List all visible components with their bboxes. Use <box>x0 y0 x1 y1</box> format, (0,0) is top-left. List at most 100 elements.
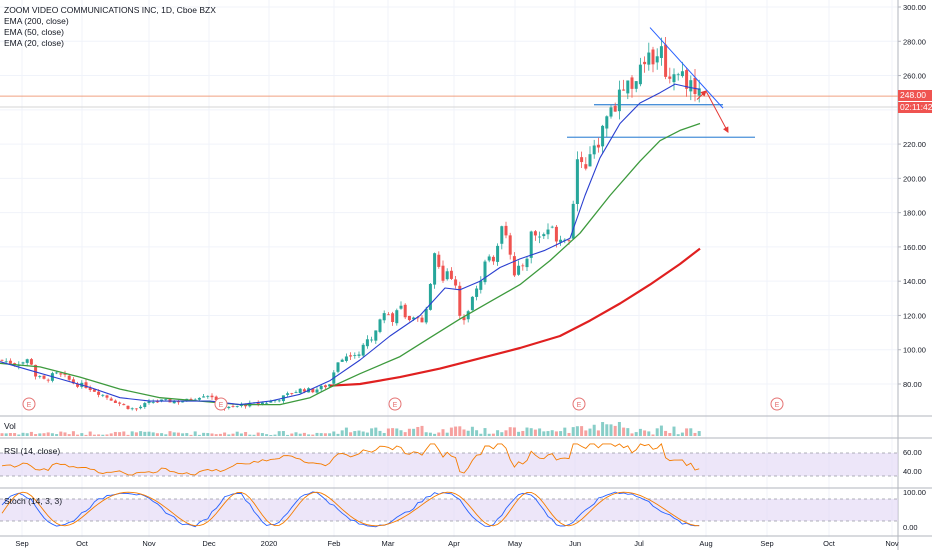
y-tick-label: 300.00 <box>903 3 926 12</box>
candle-body <box>290 393 294 394</box>
earnings-label: E <box>775 402 780 409</box>
y-tick-label: 280.00 <box>903 37 926 46</box>
candle-body <box>571 203 575 239</box>
symbol-title[interactable]: ZOOM VIDEO COMMUNICATIONS INC, 1D, Cboe … <box>4 5 216 15</box>
volume-bar <box>504 430 508 436</box>
stoch-pane-title[interactable]: Stoch (14, 3, 3) <box>4 496 63 506</box>
ema20-line <box>0 83 701 406</box>
volume-bar <box>399 430 403 436</box>
volume-bar <box>256 432 260 436</box>
volume-bar <box>290 433 294 436</box>
y-tick-label: 160.00 <box>903 243 926 252</box>
rsi-tick-label: 60.00 <box>903 448 922 457</box>
volume-bar <box>349 432 353 436</box>
candle-body <box>508 235 512 255</box>
legend-ema200[interactable]: EMA (200, close) <box>4 16 69 26</box>
candle-body <box>235 405 239 407</box>
volume-bar <box>617 421 621 436</box>
volume-bar <box>496 430 500 436</box>
volume-bar <box>181 433 185 436</box>
candle-body <box>697 88 701 96</box>
candle-body <box>676 74 680 76</box>
candle-body <box>361 344 365 356</box>
volume-bar <box>63 432 67 436</box>
y-tick-label: 260.00 <box>903 72 926 81</box>
annotations <box>649 27 729 133</box>
volume-bar <box>55 434 59 436</box>
x-tick-label: Jul <box>634 539 644 548</box>
ema-lines <box>0 83 701 406</box>
volume-pane-title[interactable]: Vol <box>4 421 16 431</box>
volume-bar <box>80 433 84 436</box>
volume-bar <box>500 432 504 436</box>
volume-bar <box>588 428 592 436</box>
volume-bar <box>638 428 642 436</box>
volume-bar <box>332 431 336 436</box>
candle-body <box>294 392 298 393</box>
volume-bar <box>164 434 168 436</box>
volume-bar <box>571 427 575 436</box>
rsi-pane-title[interactable]: RSI (14, close) <box>4 446 61 456</box>
candle-body <box>416 317 420 319</box>
price-axis[interactable]: 300.00280.00260.00240.00220.00200.00180.… <box>898 3 926 532</box>
volume-bar <box>185 433 189 436</box>
volume-bar <box>252 434 256 436</box>
volume-bar <box>265 434 269 436</box>
volume-bar <box>84 434 88 436</box>
candle-body <box>88 387 92 390</box>
candle-body <box>651 49 655 65</box>
volume-bar <box>407 428 411 436</box>
candle-body <box>374 330 378 341</box>
volume-bar <box>227 434 231 436</box>
volume-bar <box>361 431 365 436</box>
volume-bar <box>311 434 315 436</box>
support-lines <box>0 95 898 138</box>
volume-bar <box>113 431 117 436</box>
y-tick-label: 140.00 <box>903 277 926 286</box>
candle-body <box>504 225 508 236</box>
candle-body <box>693 77 697 94</box>
candle-body <box>454 279 458 286</box>
volume-bar <box>584 430 588 436</box>
volume-bar <box>487 433 491 436</box>
x-tick-label: Nov <box>142 539 156 548</box>
indicator-bands <box>0 452 898 522</box>
time-axis[interactable]: Sep Oct Nov Dec 2020 Feb Mar Apr May Jun Jul Aug Sep… <box>15 539 899 548</box>
volume-bar <box>424 432 428 436</box>
candle-body <box>130 408 134 410</box>
legend-ema20[interactable]: EMA (20, close) <box>4 38 64 48</box>
candle-body <box>601 125 605 147</box>
candle-body <box>143 403 147 407</box>
volume-bar <box>307 434 311 436</box>
candle-body <box>584 164 588 169</box>
volume-bar <box>4 433 8 436</box>
candle-body <box>475 288 479 297</box>
volume-bar <box>59 431 63 436</box>
candle-body <box>580 157 584 163</box>
volume-bar <box>244 431 248 436</box>
volume-bar <box>428 432 432 436</box>
ema200-line <box>329 247 701 387</box>
volume-bar <box>365 432 369 436</box>
volume-bar <box>0 433 4 436</box>
candle-body <box>470 296 474 311</box>
volume-bar <box>50 433 54 436</box>
candle-body <box>630 77 634 89</box>
volume-bar <box>344 427 348 436</box>
earnings-icon <box>388 397 402 411</box>
candle-body <box>55 372 59 374</box>
volume-bar <box>529 428 533 436</box>
volume-bar <box>575 426 579 436</box>
legend-ema50[interactable]: EMA (50, close) <box>4 27 64 37</box>
candle-body <box>181 401 185 403</box>
candle-body <box>550 226 554 228</box>
volume-bar <box>458 426 462 436</box>
volume-bar <box>542 431 546 436</box>
volume-bar <box>567 432 571 436</box>
candle-body <box>67 375 71 380</box>
candle-body <box>483 261 487 283</box>
candle-body <box>458 285 462 316</box>
volume-bar <box>126 434 130 436</box>
volume-bar <box>521 430 525 436</box>
